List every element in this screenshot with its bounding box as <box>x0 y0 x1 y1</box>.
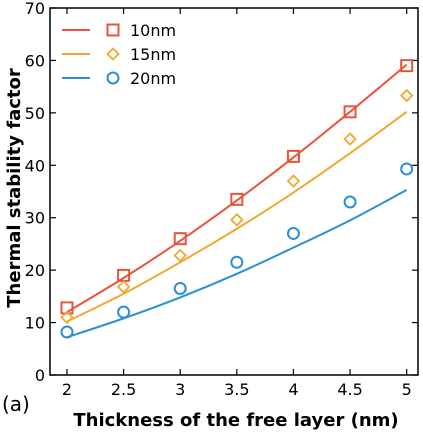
y-tick-label: 20 <box>25 261 45 280</box>
y-tick-label: 0 <box>35 366 45 385</box>
y-tick-label: 50 <box>25 104 45 123</box>
legend-marker-20nm <box>106 71 120 85</box>
data-point-15nm <box>173 248 187 263</box>
data-point-15nm <box>116 280 131 294</box>
data-point-20nm <box>117 305 131 319</box>
data-point-15nm <box>343 132 357 146</box>
x-tick-label: 5 <box>402 380 412 399</box>
y-tick-label: 70 <box>25 0 45 18</box>
data-point-10nm <box>173 232 187 246</box>
legend-label-10nm: 10nm <box>130 21 176 40</box>
data-point-15nm <box>230 213 244 227</box>
legend-label-20nm: 20nm <box>130 69 176 88</box>
fit-line-15nm <box>66 111 408 323</box>
data-point-10nm <box>343 105 357 119</box>
data-point-20nm <box>286 226 300 240</box>
fit-line-10nm <box>66 63 408 313</box>
legend-label-15nm: 15nm <box>130 45 176 64</box>
y-tick-label: 30 <box>25 209 45 228</box>
data-point-20nm <box>173 281 187 295</box>
data-point-10nm <box>286 149 300 163</box>
data-point-15nm <box>60 310 74 325</box>
data-point-20nm <box>230 255 244 269</box>
data-point-20nm <box>343 195 357 209</box>
plot-area <box>49 7 419 376</box>
y-tick-label: 60 <box>25 51 45 70</box>
legend: 10nm 15nm 20nm <box>62 21 176 88</box>
plot-border <box>49 7 419 376</box>
data-point-15nm <box>286 174 301 188</box>
data-markers <box>60 59 414 339</box>
y-tick-label: 40 <box>25 156 45 175</box>
x-tick-label: 4.5 <box>337 380 362 399</box>
y-axis-title: Thermal stability factor <box>4 68 25 308</box>
data-point-20nm <box>60 325 74 339</box>
x-tick-label: 4 <box>288 380 298 399</box>
x-tick-label: 2.5 <box>111 380 136 399</box>
panel-label: (a) <box>2 392 30 416</box>
data-point-10nm <box>230 192 244 206</box>
x-tick-label: 2 <box>62 380 72 399</box>
data-point-10nm <box>400 59 414 73</box>
data-point-10nm <box>60 301 74 315</box>
legend-marker-15nm <box>106 47 120 61</box>
data-point-20nm <box>400 162 414 176</box>
y-tick-label: 10 <box>25 314 45 333</box>
legend-marker-10nm <box>106 23 120 37</box>
x-axis-title: Thickness of the free layer (nm) <box>73 410 398 431</box>
x-tick-label: 3.5 <box>224 380 249 399</box>
x-tick-label: 3 <box>175 380 185 399</box>
data-point-15nm <box>399 88 414 103</box>
